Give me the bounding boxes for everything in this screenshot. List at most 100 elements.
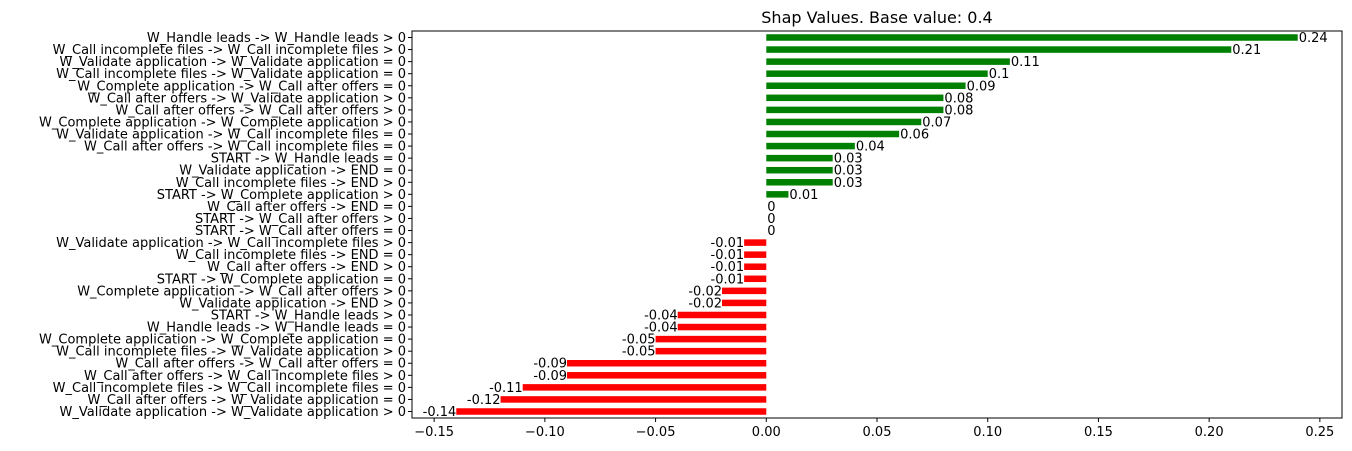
y-tick-label: START -> W_Call after offers = 0 (195, 224, 406, 239)
data-label: 0.06 (900, 128, 929, 143)
x-tick-label: 0.10 (973, 425, 1002, 440)
bar (766, 34, 1298, 41)
y-tick-label: W_Complete application -> W_Call after o… (77, 79, 406, 94)
data-label-group: 0.240.210.110.10.090.080.080.070.060.040… (423, 31, 1328, 420)
x-tick-label: −0.15 (414, 425, 454, 440)
data-label: -0.05 (622, 333, 656, 348)
data-label: -0.12 (467, 393, 501, 408)
data-label: 0 (767, 224, 775, 239)
bar (677, 311, 767, 319)
y-tick-label: W_Call incomplete files -> END = 0 (176, 248, 406, 263)
data-label: -0.04 (644, 321, 678, 336)
bar (655, 347, 767, 355)
y-tick-label: W_Call after offers -> W_Validate applic… (87, 91, 406, 106)
data-label: -0.14 (423, 405, 457, 420)
y-tick-label: W_Handle leads -> W_Handle leads = 0 (147, 321, 406, 336)
y-tick-label: W_Validate application -> END > 0 (179, 296, 406, 311)
data-label: -0.01 (711, 260, 745, 275)
y-tick-label: W_Validate application -> W_Call incompl… (56, 128, 406, 143)
y-axis: W_Handle leads -> W_Handle leads > 0W_Ca… (39, 31, 412, 420)
bar (655, 335, 767, 343)
y-tick-label: W_Complete application -> W_Complete app… (39, 115, 406, 130)
data-label: -0.01 (711, 236, 745, 251)
y-tick-label: START -> W_Call after offers > 0 (195, 212, 406, 227)
data-label: -0.04 (644, 308, 678, 323)
data-label: -0.02 (688, 284, 722, 299)
bar (744, 263, 767, 270)
bar-group (456, 34, 1298, 415)
x-tick-label: −0.05 (636, 425, 676, 440)
chart-title: Shap Values. Base value: 0.4 (761, 8, 992, 27)
y-tick-label: W_Call incomplete files -> W_Validate ap… (56, 345, 406, 360)
y-tick-label: W_Validate application -> W_Validate app… (60, 55, 406, 70)
data-label: 0.07 (922, 115, 951, 130)
bar (766, 166, 833, 174)
data-label: 0.11 (1011, 55, 1040, 70)
bar (766, 179, 833, 186)
y-tick-label: W_Validate application -> END = 0 (179, 164, 406, 179)
data-label: 0.24 (1299, 31, 1328, 46)
y-tick-label: W_Validate application -> W_Call incompl… (56, 236, 406, 251)
bar (766, 58, 1010, 65)
bar (722, 299, 767, 307)
y-tick-label: W_Call after offers -> END = 0 (207, 200, 406, 215)
y-tick-label: W_Call after offers -> W_Call incomplete… (84, 140, 406, 155)
bar (766, 94, 944, 102)
y-tick-label: W_Call after offers -> END > 0 (207, 260, 406, 275)
data-label: 0.09 (967, 79, 996, 94)
y-tick-label: W_Call incomplete files -> W_Call incomp… (53, 381, 406, 396)
plot-frame (411, 30, 1343, 419)
bar (766, 82, 966, 90)
data-label: 0.03 (834, 164, 863, 179)
y-tick-label: W_Complete application -> W_Call after o… (77, 284, 406, 299)
bar (722, 287, 767, 295)
bar (766, 154, 833, 162)
bar (766, 46, 1232, 53)
bar (567, 372, 767, 379)
bar (456, 408, 767, 415)
y-tick-label: W_Handle leads -> W_Handle leads > 0 (147, 31, 406, 46)
bar (744, 275, 767, 283)
data-label: 0.1 (989, 67, 1010, 82)
data-label: -0.01 (711, 272, 745, 287)
y-tick-label: START -> W_Complete application > 0 (157, 188, 406, 203)
y-tick-label: START -> W_Handle leads > 0 (211, 308, 406, 323)
x-tick-label: 0.25 (1305, 425, 1334, 440)
bar (766, 191, 789, 198)
data-label: 0.08 (944, 103, 973, 118)
bar (744, 251, 767, 258)
y-tick-label: W_Call after offers -> W_Call after offe… (115, 103, 406, 118)
data-label: 0.03 (834, 152, 863, 167)
y-tick-label: W_Call after offers -> W_Call incomplete… (84, 369, 406, 384)
x-tick-label: −0.10 (525, 425, 565, 440)
x-tick-label: 0.20 (1195, 425, 1224, 440)
y-tick-label: W_Validate application -> W_Validate app… (60, 405, 406, 420)
bar (766, 70, 988, 77)
y-tick-label: W_Complete application -> W_Complete app… (39, 333, 406, 348)
data-label: 0.21 (1232, 43, 1261, 58)
x-tick-label: 0.05 (863, 425, 892, 440)
data-label: 0.04 (856, 140, 885, 155)
bar (766, 130, 900, 138)
y-tick-label: W_Call after offers -> W_Validate applic… (87, 393, 406, 408)
data-label: -0.09 (533, 369, 567, 384)
data-label: -0.05 (622, 345, 656, 360)
data-label: -0.11 (489, 381, 523, 396)
y-tick-label: START -> W_Complete application = 0 (157, 272, 406, 287)
data-label: -0.01 (711, 248, 745, 263)
data-label: 0 (767, 212, 775, 227)
data-label: -0.02 (688, 296, 722, 311)
bar (677, 323, 767, 331)
x-axis: −0.15 −0.10 −0.05 0.00 0.05 0.10 0.15 0.20 0.25 (414, 418, 1334, 440)
data-label: 0.01 (789, 188, 818, 203)
bar (522, 384, 767, 391)
bar (567, 359, 767, 367)
x-tick-label: 0.00 (752, 425, 781, 440)
data-label: -0.09 (533, 357, 567, 372)
data-label: 0.03 (834, 176, 863, 191)
y-tick-label: START -> W_Handle leads = 0 (211, 152, 406, 167)
y-tick-label: W_Call incomplete files -> END > 0 (176, 176, 406, 191)
bar (766, 106, 944, 114)
y-tick-label: W_Call incomplete files -> W_Call incomp… (53, 43, 406, 58)
